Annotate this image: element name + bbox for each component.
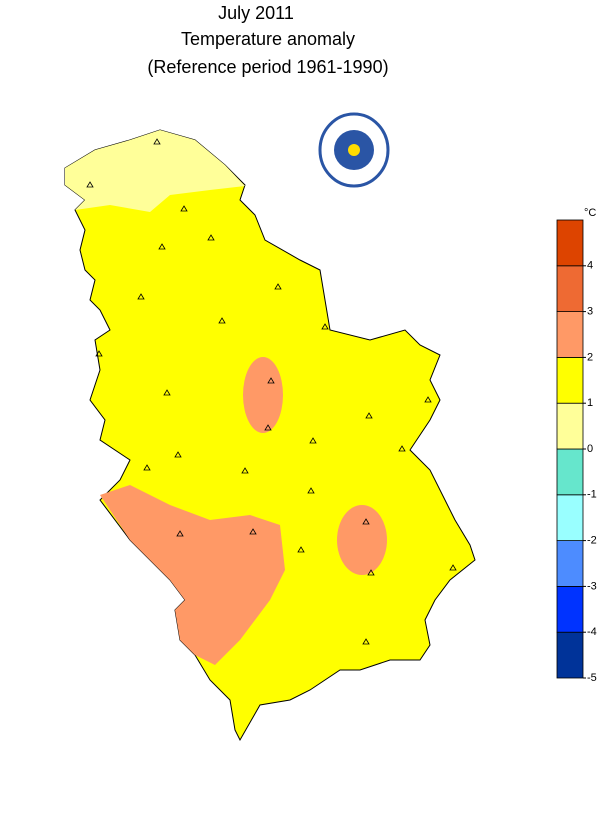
- station: [449, 564, 457, 571]
- legend: °C -5 -4 -3 -2 -1 0 1 2 3 4: [556, 207, 597, 684]
- legend-bin: [556, 356, 584, 404]
- station: [264, 424, 272, 431]
- station: [176, 530, 184, 537]
- station: [274, 283, 282, 290]
- station: [307, 487, 315, 494]
- station: [297, 546, 305, 553]
- legend-tick-label: -5: [587, 672, 597, 684]
- station: [86, 181, 94, 188]
- legend-bin: [556, 402, 584, 450]
- station: [362, 518, 370, 525]
- legend-tick-label: 4: [587, 260, 593, 272]
- stations: [86, 138, 457, 645]
- station: [241, 467, 249, 474]
- station: [95, 350, 103, 357]
- legend-bin: [556, 265, 584, 312]
- station: [249, 528, 257, 535]
- legend-tick-label: 0: [587, 443, 593, 455]
- anomaly-zone: [65, 130, 245, 212]
- station: [267, 377, 275, 384]
- station: [365, 412, 373, 419]
- legend-tick-label: -1: [587, 489, 597, 501]
- logo: [318, 112, 390, 188]
- station: [163, 389, 171, 396]
- legend-tick-label: 1: [587, 397, 593, 409]
- station: [180, 205, 188, 212]
- title-line: Temperature anomaly: [181, 29, 355, 49]
- station: [424, 396, 432, 403]
- station: [309, 437, 317, 444]
- legend-bin: [556, 494, 584, 541]
- title-line: July 2011: [218, 3, 294, 23]
- legend-tick-label: 3: [587, 306, 593, 318]
- legend-bin: [556, 631, 584, 679]
- logo-sun: [348, 144, 360, 156]
- station: [158, 243, 166, 250]
- legend-bin: [556, 219, 584, 267]
- legend-tick-label: -3: [587, 580, 597, 592]
- legend-bin: [556, 448, 584, 496]
- country-area: [64, 129, 476, 742]
- legend-tick-label: -4: [587, 626, 597, 638]
- legend-bin: [556, 540, 584, 587]
- title: July 2011 Temperature anomaly (Reference…: [147, 3, 388, 77]
- station: [207, 234, 215, 241]
- legend-bin: [556, 586, 584, 633]
- station: [218, 317, 226, 324]
- station: [143, 464, 151, 471]
- legend-tick-label: 2: [587, 351, 593, 363]
- station: [137, 293, 145, 300]
- anomaly-zone: [100, 485, 285, 665]
- legend-tick-label: -2: [587, 535, 597, 547]
- station: [367, 569, 375, 576]
- station: [174, 451, 182, 458]
- station: [153, 138, 161, 145]
- station: [398, 445, 406, 452]
- title-line: (Reference period 1961-1990): [147, 57, 388, 77]
- legend-unit: °C: [584, 207, 596, 219]
- map: [64, 129, 476, 742]
- anomaly-zone: [337, 505, 387, 575]
- station: [321, 323, 329, 330]
- station: [362, 638, 370, 645]
- legend-bin: [556, 311, 584, 358]
- anomaly-zone: [243, 357, 283, 433]
